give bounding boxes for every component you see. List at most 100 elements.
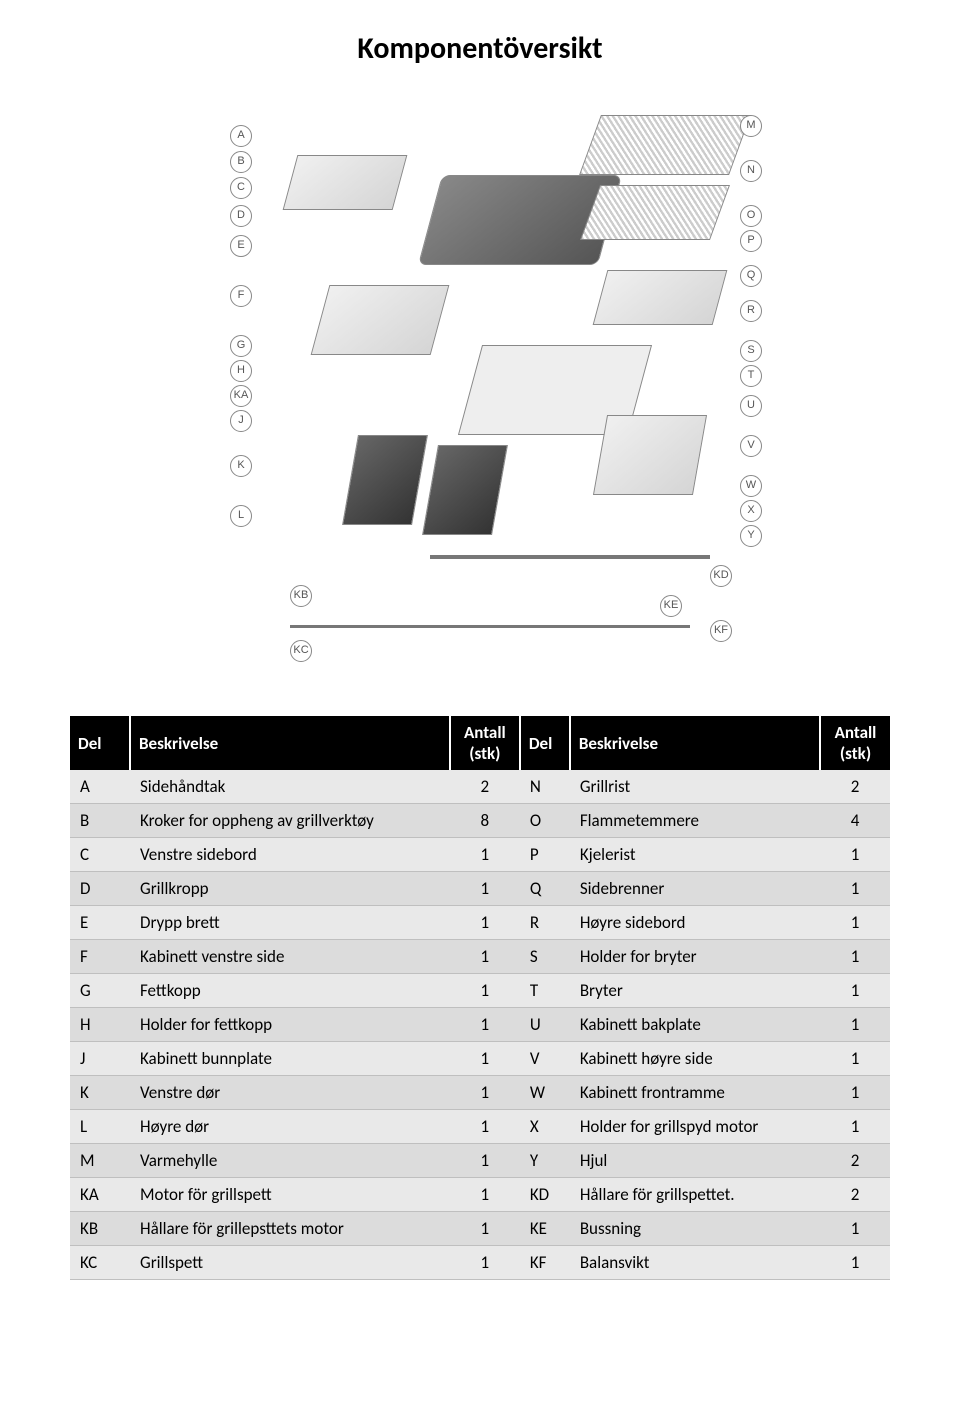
callout-M: M (740, 115, 762, 137)
table-row: KBHållare för grillepsttets motor1KEBuss… (70, 1212, 890, 1246)
cell-desc: Kjelerist (570, 838, 820, 872)
callout-KB: KB (290, 585, 312, 607)
callout-D: D (230, 205, 252, 227)
cell-qty: 1 (450, 1144, 520, 1178)
cell-code: C (70, 838, 130, 872)
table-row: HHolder for fettkopp1UKabinett bakplate1 (70, 1008, 890, 1042)
table-row: DGrillkropp1QSidebrenner1 (70, 872, 890, 906)
cell-code: D (70, 872, 130, 906)
cell-code: A (70, 770, 130, 804)
cell-desc: Balansvikt (570, 1246, 820, 1280)
table-header-row: Del Beskrivelse Antall (stk) Del Beskriv… (70, 716, 890, 770)
callout-B: B (230, 151, 252, 173)
cell-desc: Høyre sidebord (570, 906, 820, 940)
cell-qty: 1 (450, 1076, 520, 1110)
cell-code: U (520, 1008, 570, 1042)
cell-code: L (70, 1110, 130, 1144)
cell-code: J (70, 1042, 130, 1076)
table-row: BKroker for oppheng av grillverktøy8OFla… (70, 804, 890, 838)
cell-qty: 1 (450, 1212, 520, 1246)
callout-O: O (740, 205, 762, 227)
table-row: LHøyre dør1XHolder for grillspyd motor1 (70, 1110, 890, 1144)
cell-desc: Sidehåndtak (130, 770, 450, 804)
cell-code: R (520, 906, 570, 940)
callout-KE: KE (660, 595, 682, 617)
table-row: JKabinett bunnplate1VKabinett høyre side… (70, 1042, 890, 1076)
cell-code: T (520, 974, 570, 1008)
cell-qty: 1 (820, 1008, 890, 1042)
col-del-2: Del (520, 716, 570, 770)
cell-qty: 1 (820, 1246, 890, 1280)
cell-desc: Holder for grillspyd motor (570, 1110, 820, 1144)
callout-F: F (230, 285, 252, 307)
cell-code: B (70, 804, 130, 838)
diagram-shape (593, 415, 707, 495)
cell-qty: 2 (450, 770, 520, 804)
callout-A: A (230, 125, 252, 147)
cell-desc: Hjul (570, 1144, 820, 1178)
callout-W: W (740, 475, 762, 497)
callout-P: P (740, 230, 762, 252)
diagram-shape (290, 625, 690, 628)
table-row: CVenstre sidebord1PKjelerist1 (70, 838, 890, 872)
cell-desc: Grillkropp (130, 872, 450, 906)
cell-desc: Sidebrenner (570, 872, 820, 906)
cell-desc: Hållare för grillepsttets motor (130, 1212, 450, 1246)
cell-qty: 2 (820, 1144, 890, 1178)
cell-code: KC (70, 1246, 130, 1280)
cell-qty: 1 (820, 1110, 890, 1144)
table-row: KAMotor för grillspett1KDHållare för gri… (70, 1178, 890, 1212)
callout-H: H (230, 360, 252, 382)
callout-T: T (740, 365, 762, 387)
callout-U: U (740, 395, 762, 417)
table-row: ASidehåndtak2NGrillrist2 (70, 770, 890, 804)
cell-code: KB (70, 1212, 130, 1246)
cell-desc: Varmehylle (130, 1144, 450, 1178)
diagram-shape (580, 185, 730, 240)
callout-KC: KC (290, 640, 312, 662)
exploded-diagram-container: A B C D E F G H KA J K L M N O P Q R S T… (70, 85, 890, 690)
cell-code: S (520, 940, 570, 974)
cell-qty: 4 (820, 804, 890, 838)
cell-desc: Fettkopp (130, 974, 450, 1008)
cell-qty: 1 (820, 1212, 890, 1246)
cell-code: KE (520, 1212, 570, 1246)
cell-desc: Kabinett bunnplate (130, 1042, 450, 1076)
callout-C: C (230, 177, 252, 199)
cell-desc: Kabinett venstre side (130, 940, 450, 974)
cell-qty: 1 (820, 974, 890, 1008)
cell-qty: 1 (820, 1076, 890, 1110)
cell-qty: 1 (450, 1246, 520, 1280)
cell-desc: Kabinett frontramme (570, 1076, 820, 1110)
callout-S: S (740, 340, 762, 362)
cell-qty: 1 (450, 906, 520, 940)
diagram-shape (311, 285, 450, 355)
cell-qty: 1 (450, 1008, 520, 1042)
cell-desc: Bryter (570, 974, 820, 1008)
callout-X: X (740, 500, 762, 522)
cell-code: M (70, 1144, 130, 1178)
callout-K: K (230, 455, 252, 477)
callout-J: J (230, 410, 252, 432)
cell-desc: Venstre sidebord (130, 838, 450, 872)
cell-qty: 1 (820, 872, 890, 906)
callout-G: G (230, 335, 252, 357)
diagram-shape (430, 555, 710, 559)
cell-qty: 2 (820, 1178, 890, 1212)
cell-desc: Grillspett (130, 1246, 450, 1280)
table-body: ASidehåndtak2NGrillrist2BKroker for opph… (70, 770, 890, 1280)
cell-desc: Kabinett høyre side (570, 1042, 820, 1076)
callout-Q: Q (740, 265, 762, 287)
cell-code: W (520, 1076, 570, 1110)
col-besk-1: Beskrivelse (130, 716, 450, 770)
callout-KD: KD (710, 565, 732, 587)
cell-desc: Drypp brett (130, 906, 450, 940)
cell-qty: 1 (450, 1042, 520, 1076)
cell-desc: Holder for bryter (570, 940, 820, 974)
cell-desc: Bussning (570, 1212, 820, 1246)
cell-code: P (520, 838, 570, 872)
col-del-1: Del (70, 716, 130, 770)
col-besk-2: Beskrivelse (570, 716, 820, 770)
callout-N: N (740, 160, 762, 182)
table-row: KVenstre dør1WKabinett frontramme1 (70, 1076, 890, 1110)
